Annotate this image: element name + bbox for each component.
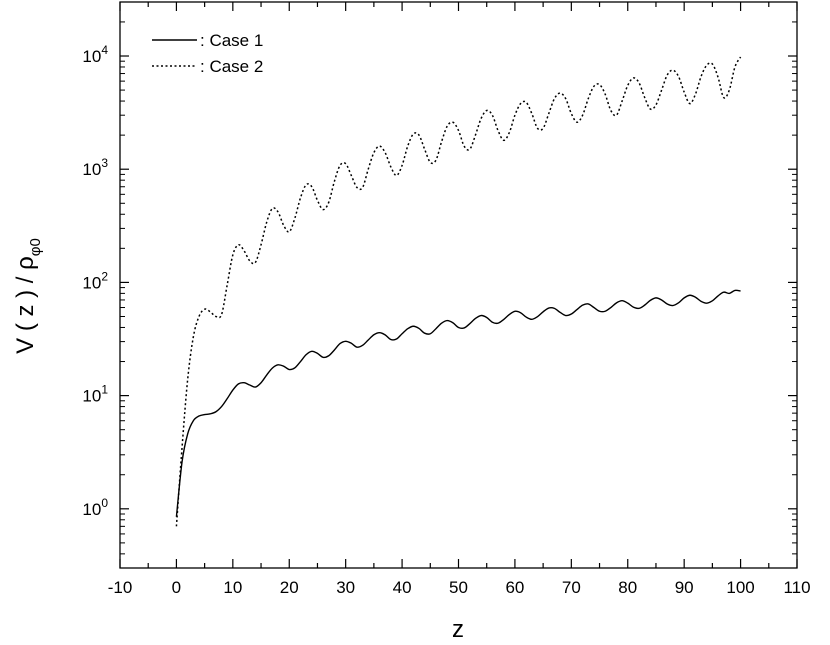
series-line-case-1 xyxy=(175,289,741,517)
x-tick-label: 40 xyxy=(393,578,412,597)
x-axis-title: z xyxy=(452,616,464,643)
y-axis-title-main: V ( z ) / ρ xyxy=(12,256,39,354)
x-tick-label: 20 xyxy=(280,578,299,597)
y-axis-title: V ( z ) / ρφ0 xyxy=(12,238,44,354)
legend-label-case-2: : Case 2 xyxy=(200,57,263,76)
x-tick-label: 90 xyxy=(675,578,694,597)
x-tick-label: 10 xyxy=(223,578,242,597)
x-tick-label: 100 xyxy=(726,578,754,597)
x-tick-label: 110 xyxy=(783,578,810,597)
x-tick-label: -10 xyxy=(108,578,133,597)
legend-label-case-1: : Case 1 xyxy=(200,31,263,50)
y-axis-title-subscript: φ0 xyxy=(27,238,44,256)
y-tick-label: 103 xyxy=(82,156,108,179)
y-tick-label: 100 xyxy=(82,496,108,519)
series-line-case-2 xyxy=(175,56,742,527)
x-tick-label: 80 xyxy=(618,578,637,597)
x-tick-label: 70 xyxy=(562,578,581,597)
x-tick-label: 30 xyxy=(336,578,355,597)
y-tick-label: 101 xyxy=(82,383,108,406)
x-tick-label: 60 xyxy=(505,578,524,597)
y-tick-label: 102 xyxy=(82,269,108,292)
y-tick-label: 104 xyxy=(82,43,108,66)
x-tick-label: 0 xyxy=(172,578,181,597)
x-tick-label: 50 xyxy=(449,578,468,597)
